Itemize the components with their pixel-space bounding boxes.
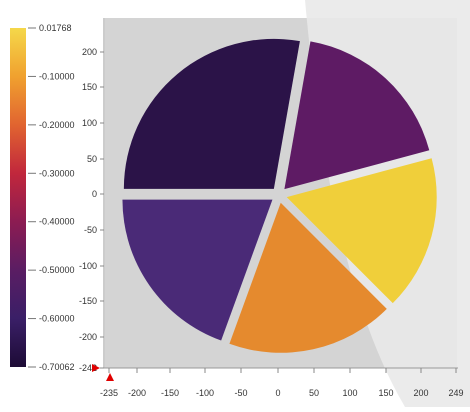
- colorbar-tick-label: -0.70062: [39, 362, 75, 372]
- y-tick-label: -150: [79, 296, 97, 306]
- slice-top-right: [284, 41, 430, 190]
- x-tick-label: -150: [161, 388, 179, 398]
- colorbar-labels: 0.01768 -0.10000 -0.20000 -0.30000 -0.40000 -…: [28, 23, 75, 372]
- colorbar-tick-label: 0.01768: [39, 23, 72, 33]
- y-tick-label: 100: [82, 118, 97, 128]
- x-axis-marker[interactable]: [106, 373, 114, 381]
- y-tick-label: 50: [87, 154, 97, 164]
- y-tick-label: -242: [79, 363, 97, 373]
- x-axis-ticks: -235 -200 -150 -100 -50 0 50 100 150 200 249: [100, 368, 464, 398]
- x-tick-label: -100: [196, 388, 214, 398]
- x-tick-label: -200: [128, 388, 146, 398]
- y-axis-ticks: 200 150 100 50 0 -50 -100 -150 -200 -242: [79, 47, 104, 373]
- slice-bottom: [229, 202, 387, 353]
- x-tick-label: 249: [448, 388, 463, 398]
- x-tick-label: -50: [234, 388, 247, 398]
- y-tick-label: -50: [84, 225, 97, 235]
- x-tick-label: 200: [413, 388, 428, 398]
- y-tick-label: -100: [79, 261, 97, 271]
- colorbar: [10, 28, 26, 367]
- y-tick-label: 0: [92, 189, 97, 199]
- pie-chart: [122, 38, 437, 353]
- colorbar-tick-label: -0.20000: [39, 120, 75, 130]
- x-tick-label: 150: [378, 388, 393, 398]
- x-tick-label: -235: [100, 388, 118, 398]
- colorbar-tick-label: -0.40000: [39, 217, 75, 227]
- slice-right: [286, 158, 437, 304]
- colorbar-tick-label: -0.60000: [39, 314, 75, 324]
- y-tick-label: -200: [79, 332, 97, 342]
- colorbar-tick-label: -0.30000: [39, 168, 75, 178]
- slice-top-left: [123, 38, 300, 189]
- slice-left: [122, 199, 273, 341]
- colorbar-tick-label: -0.50000: [39, 265, 75, 275]
- x-tick-label: 100: [342, 388, 357, 398]
- y-tick-label: 200: [82, 47, 97, 57]
- x-tick-label: 0: [275, 388, 280, 398]
- colorbar-tick-label: -0.10000: [39, 71, 75, 81]
- y-axis-marker[interactable]: [92, 364, 100, 372]
- x-tick-label: 50: [309, 388, 319, 398]
- y-tick-label: 150: [82, 82, 97, 92]
